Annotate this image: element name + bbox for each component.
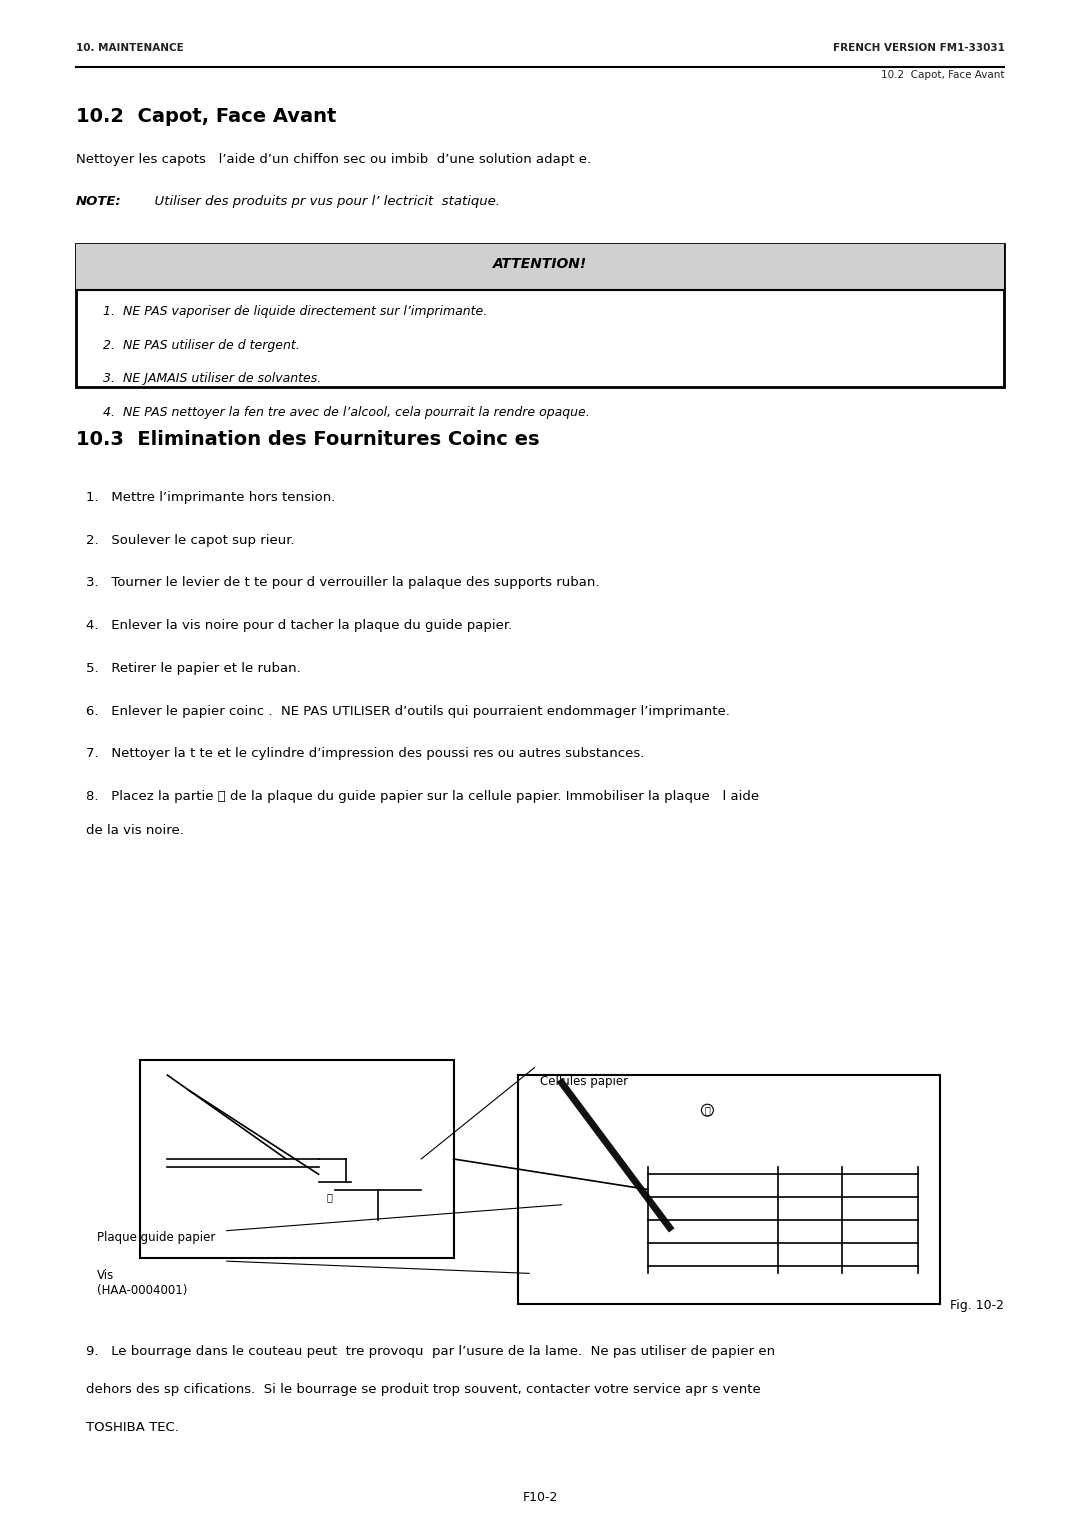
- Text: Nettoyer les capots   l’aide d’un chiffon sec ou imbib  d’une solution adapt e.: Nettoyer les capots l’aide d’un chiffon …: [76, 152, 591, 166]
- Text: 1.  NE PAS vaporiser de liquide directement sur l’imprimante.: 1. NE PAS vaporiser de liquide directeme…: [103, 305, 487, 319]
- Text: 5.   Retirer le papier et le ruban.: 5. Retirer le papier et le ruban.: [86, 662, 301, 676]
- Text: TOSHIBA TEC.: TOSHIBA TEC.: [86, 1421, 179, 1435]
- Text: Ⓑ: Ⓑ: [704, 1106, 711, 1115]
- Text: Ⓑ: Ⓑ: [326, 1193, 333, 1202]
- Text: 8.   Placez la partie Ⓑ de la plaque du guide papier sur la cellule papier. Immo: 8. Placez la partie Ⓑ de la plaque du gu…: [86, 790, 759, 804]
- Text: 9.   Le bourrage dans le couteau peut  tre provoqu  par l’usure de la lame.  Ne : 9. Le bourrage dans le couteau peut tre …: [86, 1345, 775, 1359]
- Text: 2.  NE PAS utiliser de d tergent.: 2. NE PAS utiliser de d tergent.: [103, 339, 299, 352]
- Text: 6.   Enlever le papier coinc .  NE PAS UTILISER d’outils qui pourraient endommag: 6. Enlever le papier coinc . NE PAS UTIL…: [86, 705, 730, 718]
- Text: 3.   Tourner le levier de t te pour d verrouiller la palaque des supports ruban.: 3. Tourner le levier de t te pour d verr…: [86, 576, 599, 590]
- Text: Utiliser des produits pr vus pour l’ lectricit  statique.: Utiliser des produits pr vus pour l’ lec…: [146, 195, 500, 209]
- Text: 1.   Mettre l’imprimante hors tension.: 1. Mettre l’imprimante hors tension.: [86, 491, 336, 505]
- Text: 2.   Soulever le capot sup rieur.: 2. Soulever le capot sup rieur.: [86, 534, 295, 547]
- Bar: [140, 1060, 454, 1258]
- Text: Vis
(HAA-0004001): Vis (HAA-0004001): [97, 1269, 188, 1296]
- Text: FRENCH VERSION FM1-33031: FRENCH VERSION FM1-33031: [833, 43, 1004, 53]
- Text: 4.   Enlever la vis noire pour d tacher la plaque du guide papier.: 4. Enlever la vis noire pour d tacher la…: [86, 619, 513, 633]
- Text: Cellules papier: Cellules papier: [540, 1075, 629, 1089]
- Text: 10. MAINTENANCE: 10. MAINTENANCE: [76, 43, 184, 53]
- Text: 4.  NE PAS nettoyer la fen tre avec de l’alcool, cela pourrait la rendre opaque.: 4. NE PAS nettoyer la fen tre avec de l’…: [103, 406, 590, 419]
- Text: Plaque guide papier: Plaque guide papier: [97, 1231, 216, 1244]
- Text: 3.  NE JAMAIS utiliser de solvantes.: 3. NE JAMAIS utiliser de solvantes.: [103, 372, 321, 386]
- Text: 10.2  Capot, Face Avant: 10.2 Capot, Face Avant: [76, 107, 336, 125]
- Text: 7.   Nettoyer la t te et le cylindre d’impression des poussi res ou autres subst: 7. Nettoyer la t te et le cylindre d’imp…: [86, 747, 645, 761]
- Text: 10.3  Elimination des Fournitures Coinc es: 10.3 Elimination des Fournitures Coinc e…: [76, 430, 539, 448]
- Text: NOTE:: NOTE:: [76, 195, 121, 209]
- Text: F10-2: F10-2: [523, 1491, 557, 1505]
- Text: ATTENTION!: ATTENTION!: [492, 256, 588, 271]
- Bar: [76, 244, 1004, 290]
- Text: dehors des sp cifications.  Si le bourrage se produit trop souvent, contacter vo: dehors des sp cifications. Si le bourrag…: [86, 1383, 761, 1397]
- Text: Fig. 10-2: Fig. 10-2: [950, 1299, 1004, 1313]
- Text: 10.2  Capot, Face Avant: 10.2 Capot, Face Avant: [881, 70, 1004, 81]
- Bar: [76, 244, 1004, 387]
- Text: de la vis noire.: de la vis noire.: [86, 824, 185, 837]
